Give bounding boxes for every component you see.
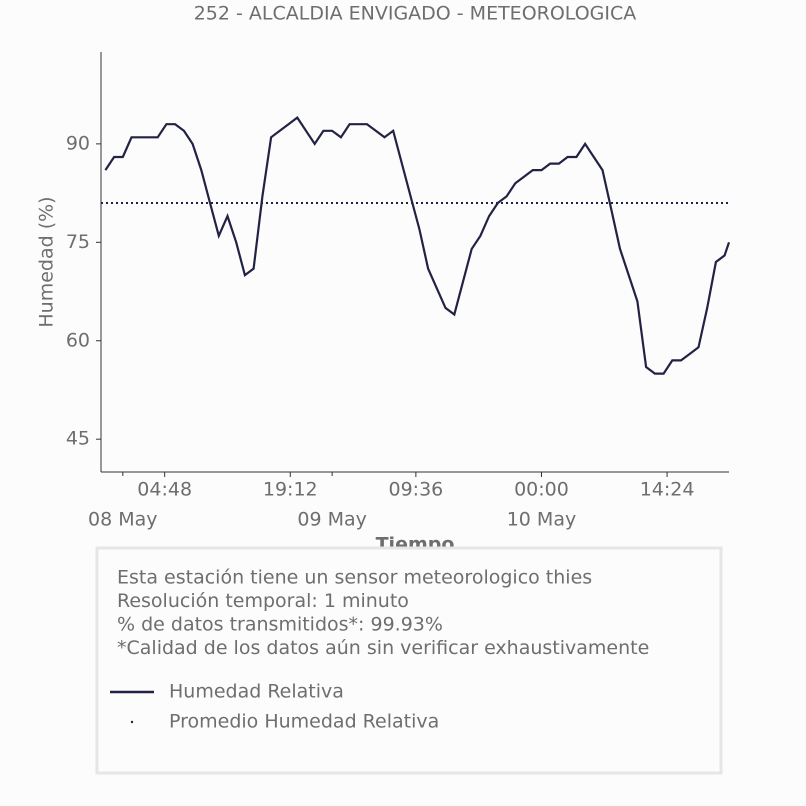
y-tick-label: 60 bbox=[66, 329, 90, 351]
info-box bbox=[95, 546, 723, 775]
y-tick-label: 90 bbox=[66, 132, 90, 154]
legend-label: Humedad Relativa bbox=[169, 681, 344, 703]
y-tick-label: 75 bbox=[66, 231, 90, 253]
info-note: *Calidad de los datos aún sin verificar … bbox=[117, 637, 649, 659]
x-tick-label: 19:12 bbox=[263, 479, 318, 501]
x-minor-tick-label: 10 May bbox=[507, 509, 577, 531]
y-axis-label: Humedad (%) bbox=[36, 196, 58, 327]
legend-label: Promedio Humedad Relativa bbox=[169, 711, 439, 733]
data-line bbox=[104, 116, 731, 375]
legend-swatch bbox=[130, 720, 134, 724]
x-tick-label: 14:24 bbox=[640, 479, 695, 501]
info-note: Esta estación tiene un sensor meteorolog… bbox=[117, 567, 592, 589]
info-note: % de datos transmitidos*: 99.93% bbox=[117, 614, 443, 636]
x-minor-tick-label: 08 May bbox=[88, 509, 158, 531]
x-tick-label: 00:00 bbox=[514, 479, 569, 501]
x-tick-label: 04:48 bbox=[137, 479, 192, 501]
x-tick-label: 09:36 bbox=[388, 479, 443, 501]
info-note: Resolución temporal: 1 minuto bbox=[117, 590, 409, 612]
x-minor-tick-label: 09 May bbox=[297, 509, 367, 531]
chart-title: 252 - ALCALDIA ENVIGADO - METEOROLOGICA bbox=[194, 3, 637, 25]
y-tick-label: 45 bbox=[66, 428, 90, 450]
